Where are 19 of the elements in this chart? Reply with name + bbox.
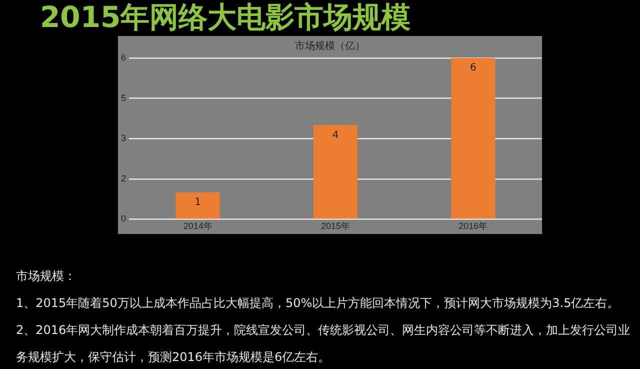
y-tick-label: 0: [120, 214, 126, 224]
x-tick-label: 2016年: [458, 221, 488, 232]
data-label: 1: [194, 196, 202, 208]
y-tick-label: 5: [120, 92, 126, 103]
x-tick-label: 2015年: [320, 221, 350, 232]
text: 1、2015年随着50万以上成本作品占比大幅提高，50%以上片方能回本情况下，预计网大市场规模为3.5亿左右。: [16, 295, 620, 312]
bar: [176, 192, 220, 219]
y-tick-label: 3: [120, 133, 126, 144]
data-label: 6: [470, 62, 476, 74]
text: 市场规模：: [16, 268, 77, 285]
text: 2、2016年网大制作成本朝着百万提升，院线宣发公司、传统影视公司、网生内容公司等不断进入，加上发行公司业务规模扩大，保守估计，预测2016年市场规模是6亿左右。: [16, 322, 632, 366]
bar: [451, 58, 496, 219]
chart-title: 2015年网络大电影市场规模: [40, 0, 411, 36]
y-tick-label: 6: [120, 52, 126, 62]
chart-subtitle: 市场规模（亿）: [295, 40, 365, 52]
data-label: 4: [332, 130, 339, 141]
bar: [313, 125, 358, 219]
x-tick-label: 2014年: [183, 221, 212, 232]
y-tick-label: 2: [120, 173, 126, 184]
